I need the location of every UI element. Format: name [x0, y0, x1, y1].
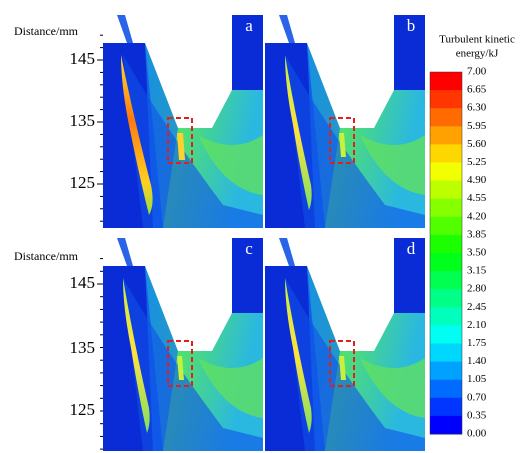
colorbar-label: 4.90 — [467, 174, 487, 186]
colorbar-label: 0.70 — [467, 391, 487, 403]
color-band — [430, 72, 462, 91]
axis-label: Distance/mm — [14, 249, 79, 263]
colorbar-label: 6.30 — [467, 102, 487, 114]
colorbar-label: 2.80 — [467, 283, 487, 295]
colorbar-label: 5.25 — [467, 156, 487, 168]
colorbar-label: 5.95 — [467, 120, 487, 132]
color-band — [430, 217, 462, 236]
colorbar-title: Turbulent kinetic — [439, 34, 515, 46]
colorbar-label: 7.00 — [467, 66, 487, 78]
panel-letter: b — [407, 16, 416, 35]
tick-label: 125 — [70, 173, 96, 192]
colorbar-label: 4.20 — [467, 210, 487, 222]
tick-label: 145 — [70, 49, 96, 68]
colorbar-label: 0.00 — [467, 428, 487, 440]
colorbar-label: 2.45 — [467, 301, 487, 313]
panel-c: c — [103, 238, 263, 451]
color-band — [430, 90, 462, 109]
color-band — [430, 199, 462, 218]
color-band — [430, 344, 462, 363]
panel-d: d — [265, 238, 425, 451]
color-band — [430, 380, 462, 399]
panel-b: b — [265, 15, 425, 228]
tick-label: 145 — [70, 273, 96, 292]
colorbar: 7.00 6.65 6.30 5.95 5.60 5.25 4.90 4.55 4.20 3.85… — [430, 66, 487, 440]
color-band — [430, 307, 462, 326]
color-band — [430, 253, 462, 272]
axis-label: Distance/mm — [14, 24, 79, 38]
panel-letter: a — [245, 16, 253, 35]
color-band — [430, 126, 462, 145]
colorbar-label: 5.60 — [467, 138, 487, 150]
panel-a: a — [103, 15, 263, 228]
tick-label: 135 — [70, 338, 96, 357]
colorbar-label: 2.10 — [467, 319, 487, 331]
color-band — [430, 289, 462, 308]
axis-ticks — [97, 35, 103, 449]
color-band — [430, 416, 462, 435]
tick-label: 135 — [70, 111, 96, 130]
colorbar-label: 6.65 — [467, 84, 487, 96]
panel-letter: c — [245, 239, 253, 258]
color-band — [430, 163, 462, 182]
colorbar-label: 3.15 — [467, 265, 487, 277]
panel-letter: d — [407, 239, 416, 258]
color-band — [430, 144, 462, 163]
colorbar-title: energy/kJ — [456, 48, 499, 60]
colorbar-label: 3.85 — [467, 228, 487, 240]
color-band — [430, 325, 462, 344]
tick-label: 125 — [70, 400, 96, 419]
colorbar-label: 4.55 — [467, 192, 487, 204]
color-band — [430, 181, 462, 200]
color-band — [430, 271, 462, 290]
color-band — [430, 235, 462, 254]
colorbar-label: 1.40 — [467, 355, 487, 367]
colorbar-label: 3.50 — [467, 247, 487, 259]
colorbar-label: 0.35 — [467, 409, 487, 421]
colorbar-label: 1.75 — [467, 337, 487, 349]
colorbar-label: 1.05 — [467, 373, 487, 385]
color-band — [430, 362, 462, 381]
color-band — [430, 398, 462, 417]
figure: a b c d Distance/mm 145 135 125 Distance… — [0, 0, 532, 453]
color-band — [430, 108, 462, 127]
